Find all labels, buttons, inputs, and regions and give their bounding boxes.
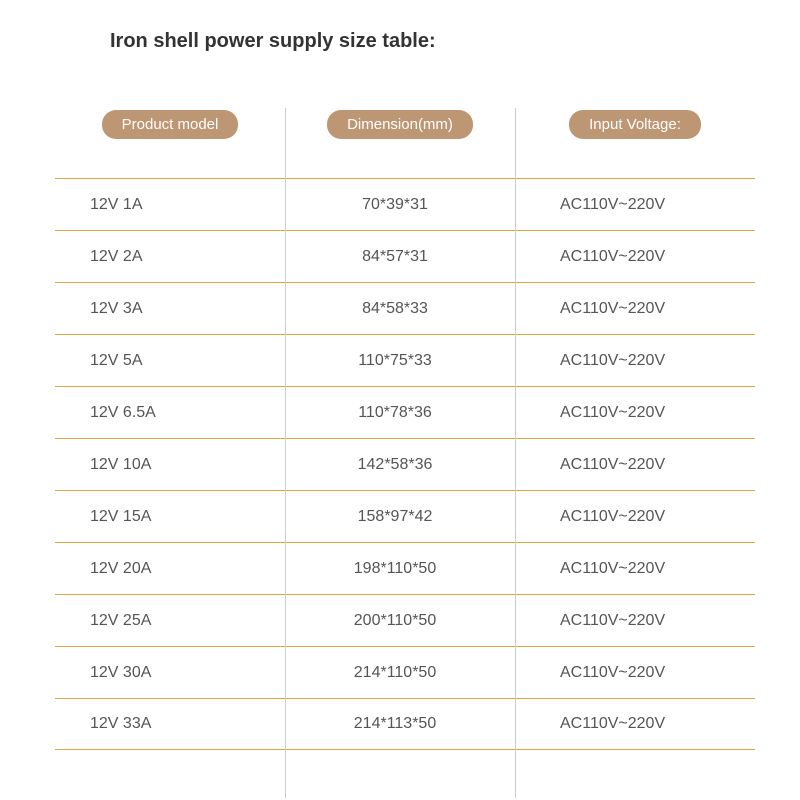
cell-input-voltage: AC110V~220V (515, 300, 755, 318)
cell-dimension: 84*58*33 (285, 300, 515, 318)
table-row: 12V 33A 214*113*50 AC110V~220V (55, 698, 755, 750)
cell-input-voltage: AC110V~220V (515, 404, 755, 422)
cell-input-voltage: AC110V~220V (515, 560, 755, 578)
table-row: 12V 6.5A 110*78*36 AC110V~220V (55, 386, 755, 438)
page: Iron shell power supply size table: Prod… (0, 0, 800, 800)
cell-dimension: 84*57*31 (285, 248, 515, 266)
cell-input-voltage: AC110V~220V (515, 456, 755, 474)
cell-dimension: 70*39*31 (285, 196, 515, 214)
cell-input-voltage: AC110V~220V (515, 612, 755, 630)
table-body: 12V 1A 70*39*31 AC110V~220V 12V 2A 84*57… (55, 178, 755, 750)
cell-product-model: 12V 30A (55, 664, 285, 682)
cell-dimension: 110*78*36 (285, 404, 515, 422)
cell-product-model: 12V 5A (55, 352, 285, 370)
cell-dimension: 214*110*50 (285, 664, 515, 682)
table-row: 12V 30A 214*110*50 AC110V~220V (55, 646, 755, 698)
cell-dimension: 110*75*33 (285, 352, 515, 370)
table-header-row: Product model Dimension(mm) Input Voltag… (55, 108, 755, 178)
column-divider (515, 108, 516, 798)
table-row: 12V 1A 70*39*31 AC110V~220V (55, 178, 755, 230)
cell-input-voltage: AC110V~220V (515, 664, 755, 682)
table-row: 12V 2A 84*57*31 AC110V~220V (55, 230, 755, 282)
cell-input-voltage: AC110V~220V (515, 715, 755, 733)
cell-product-model: 12V 6.5A (55, 404, 285, 422)
cell-product-model: 12V 15A (55, 508, 285, 526)
table-row: 12V 25A 200*110*50 AC110V~220V (55, 594, 755, 646)
table-row: 12V 5A 110*75*33 AC110V~220V (55, 334, 755, 386)
cell-dimension: 158*97*42 (285, 508, 515, 526)
cell-product-model: 12V 3A (55, 300, 285, 318)
cell-product-model: 12V 33A (55, 715, 285, 733)
cell-dimension: 200*110*50 (285, 612, 515, 630)
cell-dimension: 214*113*50 (285, 715, 515, 733)
size-table: Product model Dimension(mm) Input Voltag… (0, 108, 800, 750)
cell-product-model: 12V 25A (55, 612, 285, 630)
cell-dimension: 198*110*50 (285, 560, 515, 578)
table-row: 12V 15A 158*97*42 AC110V~220V (55, 490, 755, 542)
page-title: Iron shell power supply size table: (0, 30, 800, 53)
header-pill-product-model: Product model (102, 110, 239, 139)
table-row: 12V 3A 84*58*33 AC110V~220V (55, 282, 755, 334)
cell-input-voltage: AC110V~220V (515, 508, 755, 526)
cell-input-voltage: AC110V~220V (515, 196, 755, 214)
cell-dimension: 142*58*36 (285, 456, 515, 474)
cell-product-model: 12V 2A (55, 248, 285, 266)
column-divider (285, 108, 286, 798)
header-pill-dimension: Dimension(mm) (327, 110, 473, 139)
table-header-cell: Dimension(mm) (285, 108, 515, 139)
cell-input-voltage: AC110V~220V (515, 248, 755, 266)
table-row: 12V 10A 142*58*36 AC110V~220V (55, 438, 755, 490)
cell-input-voltage: AC110V~220V (515, 352, 755, 370)
table-header-cell: Input Voltage: (515, 108, 755, 139)
cell-product-model: 12V 20A (55, 560, 285, 578)
table-header-cell: Product model (55, 108, 285, 139)
cell-product-model: 12V 10A (55, 456, 285, 474)
cell-product-model: 12V 1A (55, 196, 285, 214)
table-row: 12V 20A 198*110*50 AC110V~220V (55, 542, 755, 594)
header-pill-input-voltage: Input Voltage: (569, 110, 701, 139)
